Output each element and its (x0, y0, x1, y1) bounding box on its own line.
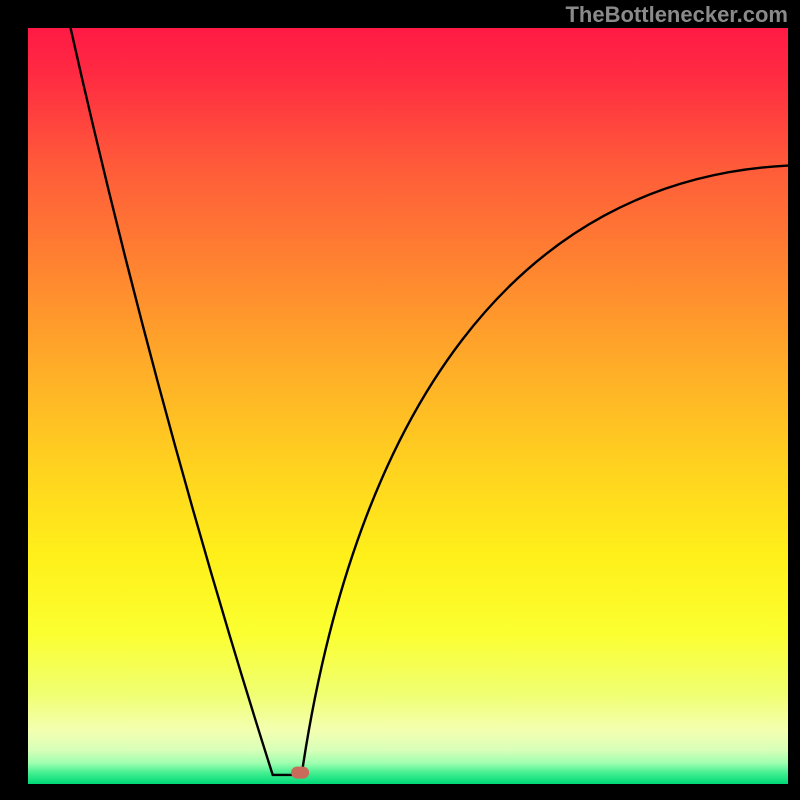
curve-layer (28, 28, 788, 784)
bottleneck-curve (71, 28, 788, 775)
plot-area (28, 28, 788, 784)
chart-container: TheBottlenecker.com (0, 0, 800, 800)
optimal-point-marker (291, 767, 309, 779)
watermark-label: TheBottlenecker.com (565, 2, 788, 28)
